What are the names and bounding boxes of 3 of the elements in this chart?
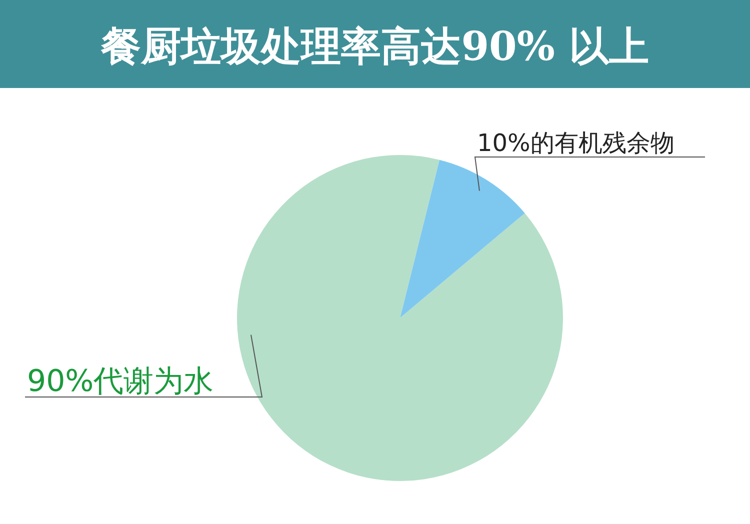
chart-title: 餐厨垃圾处理率高达90% 以上 (100, 23, 649, 70)
slice-label: 90%代谢为水 (27, 364, 214, 399)
slice-label: 10%的有机残余物 (477, 129, 674, 157)
